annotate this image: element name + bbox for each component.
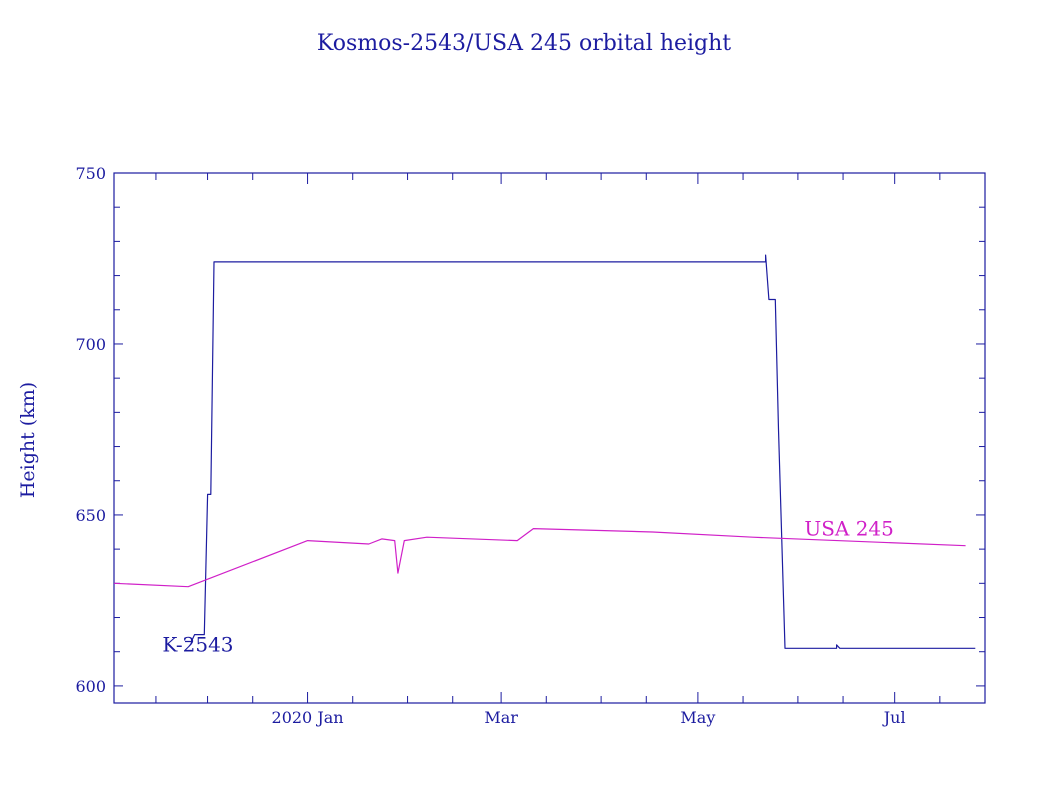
x-tick-label: 2020 Jan <box>272 708 344 727</box>
series-label: K-2543 <box>162 633 233 657</box>
x-tick-label: Jul <box>882 708 906 727</box>
y-tick-label: 650 <box>75 506 106 525</box>
plot-frame <box>113 172 986 704</box>
chart-title: Kosmos-2543/USA 245 orbital height <box>317 31 731 56</box>
series-label: USA 245 <box>804 516 894 540</box>
y-tick-label: 700 <box>75 335 106 354</box>
series-line <box>185 254 976 649</box>
y-tick-label: 750 <box>75 164 106 183</box>
axes: 600 650 700 750 2020 Jan Mar May Jul <box>75 164 986 727</box>
x-tick-label: May <box>680 708 715 727</box>
series-line <box>113 527 966 588</box>
series-layer: K-2543 USA 245 <box>113 254 976 657</box>
y-tick-label: 600 <box>75 677 106 696</box>
x-tick-label: Mar <box>484 708 518 727</box>
y-axis-label: Height (km) <box>17 382 39 498</box>
